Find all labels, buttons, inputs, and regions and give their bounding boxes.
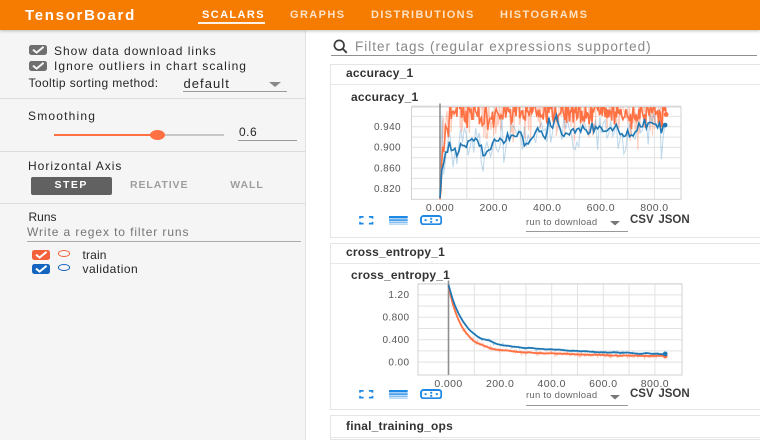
svg-text:800.0: 800.0 xyxy=(640,202,668,214)
svg-text:1.20: 1.20 xyxy=(388,290,409,301)
svg-text:0.400: 0.400 xyxy=(382,335,409,346)
svg-text:0.900: 0.900 xyxy=(374,143,401,154)
svg-text:0.940: 0.940 xyxy=(374,122,401,133)
svg-text:200.0: 200.0 xyxy=(486,378,514,390)
svg-text:0.860: 0.860 xyxy=(374,163,401,174)
svg-text:600.0: 600.0 xyxy=(589,378,617,390)
svg-text:0.000: 0.000 xyxy=(426,202,454,214)
svg-text:0.820: 0.820 xyxy=(374,184,401,195)
svg-text:800.0: 800.0 xyxy=(641,378,669,390)
svg-text:0.800: 0.800 xyxy=(382,313,409,324)
svg-text:200.0: 200.0 xyxy=(479,202,507,214)
svg-text:0.000: 0.000 xyxy=(434,378,462,390)
svg-text:600.0: 600.0 xyxy=(587,202,615,214)
svg-text:400.0: 400.0 xyxy=(538,378,566,390)
svg-text:0.00: 0.00 xyxy=(388,357,409,368)
svg-text:400.0: 400.0 xyxy=(533,202,561,214)
